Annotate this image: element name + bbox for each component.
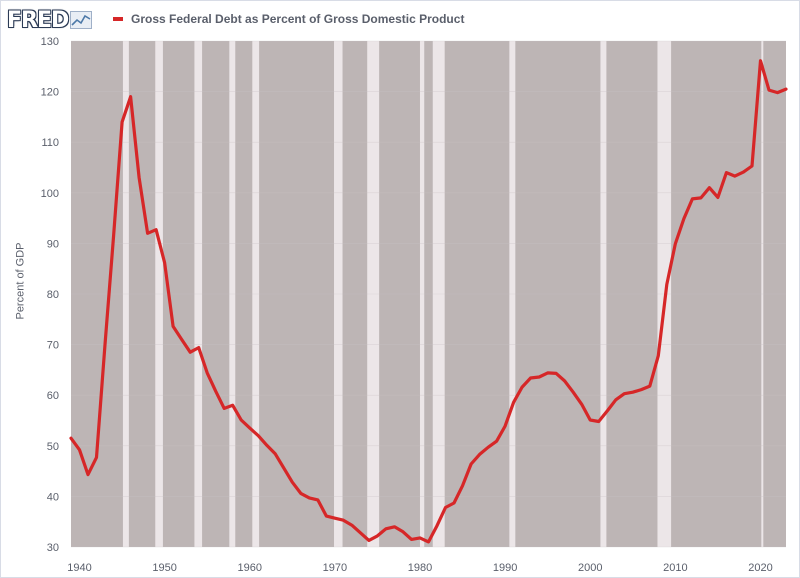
y-tick-label-130: 130 — [41, 36, 59, 48]
x-tick-label-1960: 1960 — [238, 562, 262, 574]
chart-line-icon — [70, 11, 93, 29]
gridlines — [71, 40, 786, 548]
y-tick-label-50: 50 — [47, 441, 59, 453]
y-tick-label-60: 60 — [47, 390, 59, 402]
fred-logo-text: FRED — [7, 7, 69, 33]
x-tick-label-2020: 2020 — [748, 562, 772, 574]
legend-swatch — [113, 17, 123, 21]
header: FRED — [7, 7, 93, 33]
x-tick-label-1940: 1940 — [67, 562, 91, 574]
series-line-gross-federal-debt[interactable] — [69, 59, 788, 544]
x-tick-label-1950: 1950 — [152, 562, 176, 574]
legend: Gross Federal Debt as Percent of Gross D… — [113, 12, 464, 26]
y-tick-label-70: 70 — [47, 340, 59, 352]
fred-logo[interactable]: FRED — [7, 7, 93, 33]
y-tick-label-40: 40 — [47, 491, 59, 503]
series-layer — [69, 59, 788, 544]
y-tick-label-30: 30 — [47, 542, 59, 554]
legend-series-label: Gross Federal Debt as Percent of Gross D… — [131, 12, 465, 26]
x-tick-label-1980: 1980 — [408, 562, 432, 574]
x-tick-label-2010: 2010 — [663, 562, 687, 574]
y-tick-label-120: 120 — [41, 87, 59, 99]
y-tick-label-90: 90 — [47, 238, 59, 250]
y-tick-label-80: 80 — [47, 289, 59, 301]
x-tick-label-1990: 1990 — [493, 562, 517, 574]
x-tick-label-1970: 1970 — [323, 562, 347, 574]
y-tick-label-110: 110 — [41, 137, 59, 149]
x-tick-label-2000: 2000 — [578, 562, 602, 574]
tick-labels: 30 40 50 60 70 80 90 100 110 120 130 1940 1950 1960 19… — [41, 36, 773, 574]
y-tick-label-100: 100 — [41, 188, 59, 200]
